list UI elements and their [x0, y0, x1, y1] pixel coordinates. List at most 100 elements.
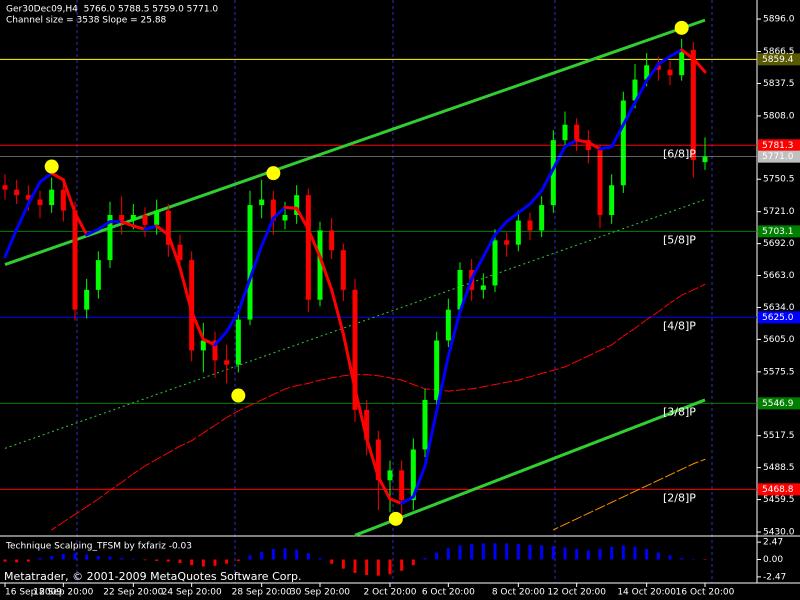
indicator-bar	[610, 546, 614, 560]
indicator-bar	[155, 559, 159, 561]
series-segment	[657, 302, 671, 313]
marker	[674, 20, 689, 35]
murrey-label: [3/8]P	[663, 405, 696, 418]
series-segment	[681, 463, 694, 470]
series-segment	[74, 506, 88, 515]
indicator-bar	[435, 552, 439, 560]
indicator-bar	[283, 548, 287, 560]
series-segment	[435, 354, 450, 413]
indicator-bar	[423, 558, 427, 560]
series-segment	[401, 379, 414, 386]
series-segment	[575, 138, 590, 144]
indicator-bar	[563, 547, 567, 560]
indicator-bar	[470, 544, 474, 560]
series-segment	[611, 335, 624, 346]
series-segment	[459, 388, 473, 391]
series-segment	[178, 266, 194, 314]
candle-body	[702, 156, 708, 163]
candle-body	[177, 244, 183, 261]
series-segment	[366, 374, 379, 377]
candle-body	[60, 189, 66, 211]
series-segment	[261, 393, 274, 401]
series-segment	[191, 432, 204, 442]
series-segment	[506, 379, 519, 383]
series-segment	[610, 123, 625, 149]
series-segment	[331, 375, 344, 379]
x-tick-label: 12 Oct 20:00	[547, 588, 606, 598]
series-segment	[481, 233, 497, 259]
series-segment	[237, 404, 251, 412]
indicator-bar	[213, 559, 217, 566]
candle-body	[107, 214, 113, 261]
candle-body	[364, 409, 370, 440]
candle-body	[95, 260, 101, 290]
candle-body	[294, 195, 300, 215]
x-tick-label: 6 Oct 20:00	[422, 588, 475, 598]
indicator-bar	[61, 553, 65, 560]
series-segment	[470, 255, 485, 281]
murrey-label: [4/8]P	[663, 319, 696, 332]
series-segment	[528, 189, 544, 206]
candle-body	[200, 340, 206, 351]
series-segment	[295, 206, 310, 231]
candle-body	[387, 470, 393, 481]
indicator-bar	[598, 548, 602, 560]
indicator-bar	[376, 559, 380, 576]
indicator-bar	[575, 548, 579, 560]
indicator-bar	[446, 548, 450, 560]
indicator-bar	[516, 544, 520, 560]
indicator-bar	[365, 559, 369, 575]
indicator-bar	[190, 559, 194, 566]
x-tick-label: 24 Sep 20:00	[162, 588, 222, 598]
candle-body	[49, 189, 55, 206]
series-segment	[226, 410, 239, 419]
y-tick-label: 5575.5	[763, 367, 795, 377]
x-tick-label: 22 Sep 20:00	[103, 588, 163, 598]
candle-body	[142, 214, 148, 225]
series-segment	[236, 277, 252, 314]
series-segment	[599, 501, 613, 509]
series-segment	[306, 227, 322, 259]
series-segment	[552, 366, 566, 371]
series-segment	[73, 211, 89, 237]
y-tick-label: 5605.0	[763, 335, 795, 345]
series-segment	[201, 337, 217, 347]
series-segment	[365, 436, 380, 479]
series-segment	[552, 523, 566, 531]
level-label-box	[758, 53, 800, 66]
series-segment	[85, 227, 100, 237]
chart-subtitle: Channel size = 3538 Slope = 25.88	[6, 16, 167, 26]
candle-body	[620, 100, 626, 186]
series-segment	[50, 171, 65, 182]
candle-body	[644, 65, 650, 80]
candle-body	[550, 140, 556, 206]
indicator-bar	[400, 559, 404, 571]
candle-body	[282, 214, 288, 221]
series-segment	[341, 332, 357, 391]
series-segment	[692, 458, 706, 465]
indicator-bar	[73, 553, 77, 560]
indicator-bar	[505, 543, 509, 560]
last-price-label: 5771.0	[762, 152, 794, 162]
indicator-bar	[96, 555, 100, 560]
series-segment	[493, 220, 509, 237]
indicator-title: Technique Scalping_TFSM by fxfariz -0.03	[5, 542, 192, 552]
series-segment	[376, 475, 392, 501]
series-segment	[249, 399, 263, 406]
series-segment	[586, 140, 602, 151]
indicator-bar	[645, 548, 649, 560]
series-segment	[166, 233, 182, 270]
candle-body	[212, 340, 218, 361]
candle-body	[632, 79, 638, 101]
series-segment	[669, 294, 683, 304]
y-tick-label: 5866.5	[763, 47, 795, 57]
candle-body	[259, 199, 265, 206]
level-label-box	[758, 483, 800, 496]
series-segment	[680, 48, 695, 61]
y-tick-label: 5721.0	[763, 207, 795, 217]
series-segment	[646, 311, 659, 321]
footer: Metatrader, © 2001-2009 MetaQuotes Softw…	[4, 570, 301, 583]
y-tick-label: 2.47	[763, 538, 783, 548]
